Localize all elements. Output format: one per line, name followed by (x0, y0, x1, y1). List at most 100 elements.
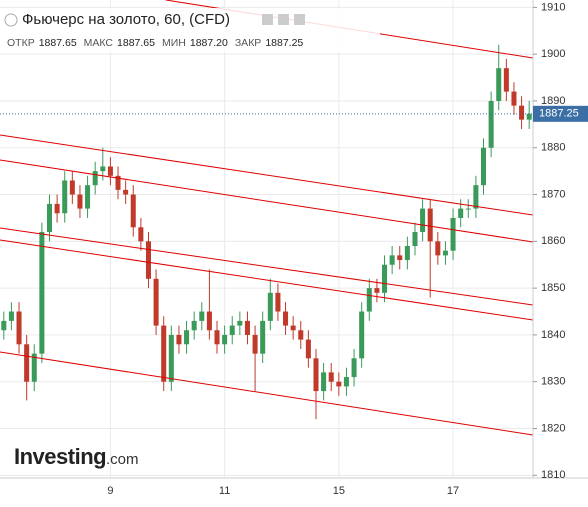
candle-body (145, 241, 151, 279)
candle-body (412, 231, 418, 247)
header-button[interactable] (294, 14, 305, 25)
candle-body (465, 208, 471, 210)
x-tick-label: 17 (447, 485, 459, 497)
candle-body (100, 166, 106, 172)
candle-body (229, 325, 235, 335)
chart-title: Фьючерс на золото, 60, (CFD) (22, 11, 230, 28)
candle-body (450, 217, 456, 251)
candle-body (488, 100, 494, 148)
ohlc-header: ОТКР 1887.65 МАКС 1887.65 МИН 1887.20 ЗАКР 1887… (7, 37, 303, 49)
candle-body (382, 264, 388, 293)
x-tick-label: 15 (333, 485, 345, 497)
y-tick-label: 1860 (541, 235, 565, 247)
candle-body (404, 246, 410, 261)
candle-body (321, 372, 327, 392)
ohlc-label: МИН (162, 37, 186, 49)
candle-body (191, 320, 197, 331)
candle-body (503, 68, 509, 92)
candle-body (442, 250, 448, 256)
candle-body (313, 358, 319, 392)
candle-body (24, 344, 30, 382)
candle-body (298, 330, 304, 340)
y-tick-label: 1810 (541, 469, 565, 481)
axes: 1810 1820 1830 1840 1850 1860 1870 1880 1890 1900… (0, 1, 588, 497)
ohlc-label: МАКС (84, 37, 114, 49)
candle-body (283, 311, 289, 326)
candle-body (107, 166, 113, 176)
ohlc-value: 1887.65 (39, 37, 77, 49)
candle-body (153, 278, 159, 326)
candle-body (244, 320, 250, 335)
ohlc-value: 1887.25 (265, 37, 303, 49)
x-tick-label: 9 (107, 485, 113, 497)
candle-body (1, 320, 7, 331)
ohlc-label: ОТКР (7, 37, 35, 49)
candle-body (420, 208, 426, 232)
candle-body (511, 91, 517, 106)
y-tick-label: 1900 (541, 48, 565, 60)
candle-body (397, 255, 403, 261)
candle-body (138, 227, 144, 242)
candle-body (260, 320, 266, 354)
candle-body (115, 175, 121, 190)
candle-body (275, 292, 281, 312)
trend-line (0, 239, 533, 321)
candle-body (435, 241, 441, 256)
candle-body (427, 208, 433, 242)
candle-body (366, 288, 372, 312)
trend-line (0, 351, 533, 436)
candle-body (290, 325, 296, 331)
candle-body (237, 320, 243, 326)
y-tick-label: 1880 (541, 142, 565, 154)
candle-body (473, 185, 479, 209)
trend-line (0, 159, 533, 243)
candle-body (123, 189, 129, 195)
candle-body (359, 311, 365, 359)
y-tick-label: 1890 (541, 95, 565, 107)
last-price-label: 1887.25 (539, 108, 579, 120)
candle-body (199, 311, 205, 321)
candle-body (92, 171, 98, 186)
candle-body (389, 255, 395, 265)
ohlc-label: ЗАКР (235, 37, 261, 49)
candle-body (176, 334, 182, 345)
header-button[interactable] (262, 14, 273, 25)
candle-body (85, 185, 91, 209)
candle-body (519, 105, 525, 120)
candle-body (480, 147, 487, 186)
candle-body (458, 208, 464, 218)
candle-body (206, 311, 212, 331)
ohlc-value: 1887.20 (190, 37, 228, 49)
candle-body (77, 194, 83, 209)
ohlc-value: 1887.65 (117, 37, 155, 49)
candle-body (267, 292, 273, 321)
last-price-box (533, 105, 588, 122)
watermark-suffix: .com (106, 451, 139, 468)
y-tick-label: 1870 (541, 188, 565, 200)
trend-line (0, 134, 533, 216)
candle-body (222, 334, 228, 345)
candle-body (39, 231, 45, 354)
candle-body (374, 288, 380, 293)
watermark-brand: Investing (14, 444, 106, 469)
candle-body (351, 358, 357, 378)
candle-body (184, 330, 190, 345)
candles (1, 44, 532, 420)
candle-body (54, 203, 60, 214)
y-tick-label: 1840 (541, 329, 565, 341)
candle-body (214, 330, 220, 345)
header-button[interactable] (278, 14, 289, 25)
header-bg (0, 8, 380, 52)
candle-body (526, 113, 532, 120)
trend-line (0, 227, 533, 306)
x-tick-label: 11 (219, 485, 230, 497)
candle-body (8, 311, 14, 321)
y-tick-label: 1910 (541, 1, 565, 13)
y-tick-label: 1850 (541, 282, 565, 294)
title-icon (4, 13, 18, 27)
candle-body (496, 68, 502, 101)
candle-body (16, 311, 22, 345)
candle-body (336, 381, 342, 387)
